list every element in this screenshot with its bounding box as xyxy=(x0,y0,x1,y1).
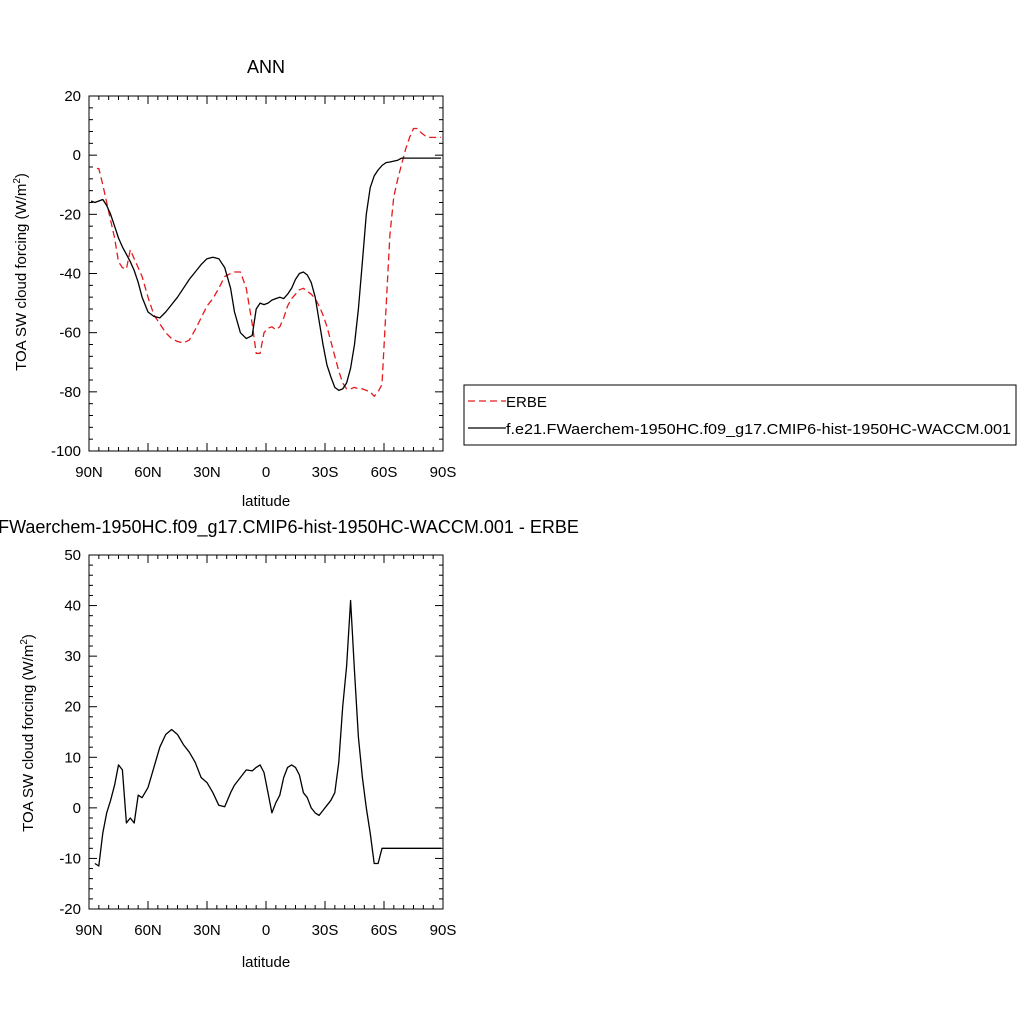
bottom-x-tick-label: 30S xyxy=(312,922,339,939)
top-y-tick-label: -60 xyxy=(59,325,81,342)
bottom-x-tick-label: 90S xyxy=(430,922,457,939)
bottom-y-tick-label: 0 xyxy=(73,800,81,817)
bottom-y-tick-label: 40 xyxy=(64,598,81,615)
top-x-tick-label: 30S xyxy=(312,464,339,481)
legend-label-model: f.e21.FWaerchem-1950HC.f09_g17.CMIP6-his… xyxy=(506,421,1011,438)
top-y-tick-label: -100 xyxy=(51,443,81,460)
legend-box xyxy=(463,384,1017,446)
top-x-tick-label: 60N xyxy=(134,464,162,481)
bottom-x-tick-label: 60N xyxy=(134,922,162,939)
bottom-y-tick-label: 20 xyxy=(64,699,81,716)
bottom-x-axis-label: latitude xyxy=(242,954,290,971)
top-x-tick-label: 90N xyxy=(75,464,103,481)
bottom-plot-area: 90N 60N 30N 0 30S 60S 90S -20 -10 0 10 20 30 40 50 xyxy=(59,547,456,939)
bottom-series-line-0 xyxy=(94,599,441,867)
bottom-y-axis-label: TOA SW cloud forcing (W/m2) xyxy=(19,634,37,832)
top-y-tick-label: -40 xyxy=(59,266,81,283)
bottom-y-tick-label: -10 xyxy=(59,850,81,867)
legend-label-erbe: ERBE xyxy=(506,394,547,411)
bottom-x-tick-label: 0 xyxy=(262,922,270,939)
top-x-tick-label: 90S xyxy=(430,464,457,481)
bottom-x-tick-label: 60S xyxy=(371,922,398,939)
bottom-x-tick-label: 90N xyxy=(75,922,103,939)
bottom-y-tick-label: 30 xyxy=(64,648,81,665)
top-x-axis-label: latitude xyxy=(242,493,290,510)
top-legend: ERBE f.e21.FWaerchem-1950HC.f09_g17.CMIP… xyxy=(463,384,1017,446)
bottom-chart-title: f.e21.FWaerchem-1950HC.f09_g17.CMIP6-his… xyxy=(0,517,579,538)
top-y-tick-label: 20 xyxy=(64,88,81,105)
top-y-tick-label: -20 xyxy=(59,206,81,223)
top-y-axis-label: TOA SW cloud forcing (W/m2) xyxy=(12,173,30,371)
top-chart-title: ANN xyxy=(247,57,285,77)
top-plot-area: 90N 60N 30N 0 30S 60S 90S -100 -80 -60 -40 -20 0 20 xyxy=(51,88,456,481)
top-series-line-0 xyxy=(96,127,441,397)
bottom-y-tick-label: 10 xyxy=(64,749,81,766)
top-panel: ANN 90N 60N 30N 0 30S 60S 90S -100 -80 -60 -40 -20 0… xyxy=(12,57,1017,510)
bottom-panel: f.e21.FWaerchem-1950HC.f09_g17.CMIP6-his… xyxy=(0,517,579,971)
bottom-x-tick-label: 30N xyxy=(193,922,221,939)
top-x-tick-label: 0 xyxy=(262,464,270,481)
top-plot-frame xyxy=(88,95,444,452)
bottom-y-tick-label: -20 xyxy=(59,901,81,918)
top-series-line-1 xyxy=(90,157,441,392)
top-x-tick-label: 60S xyxy=(371,464,398,481)
top-y-tick-label: -80 xyxy=(59,384,81,401)
top-y-tick-label: 0 xyxy=(73,147,81,164)
top-x-tick-label: 30N xyxy=(193,464,221,481)
bottom-y-tick-label: 50 xyxy=(64,547,81,564)
bottom-plot-frame xyxy=(88,554,444,910)
